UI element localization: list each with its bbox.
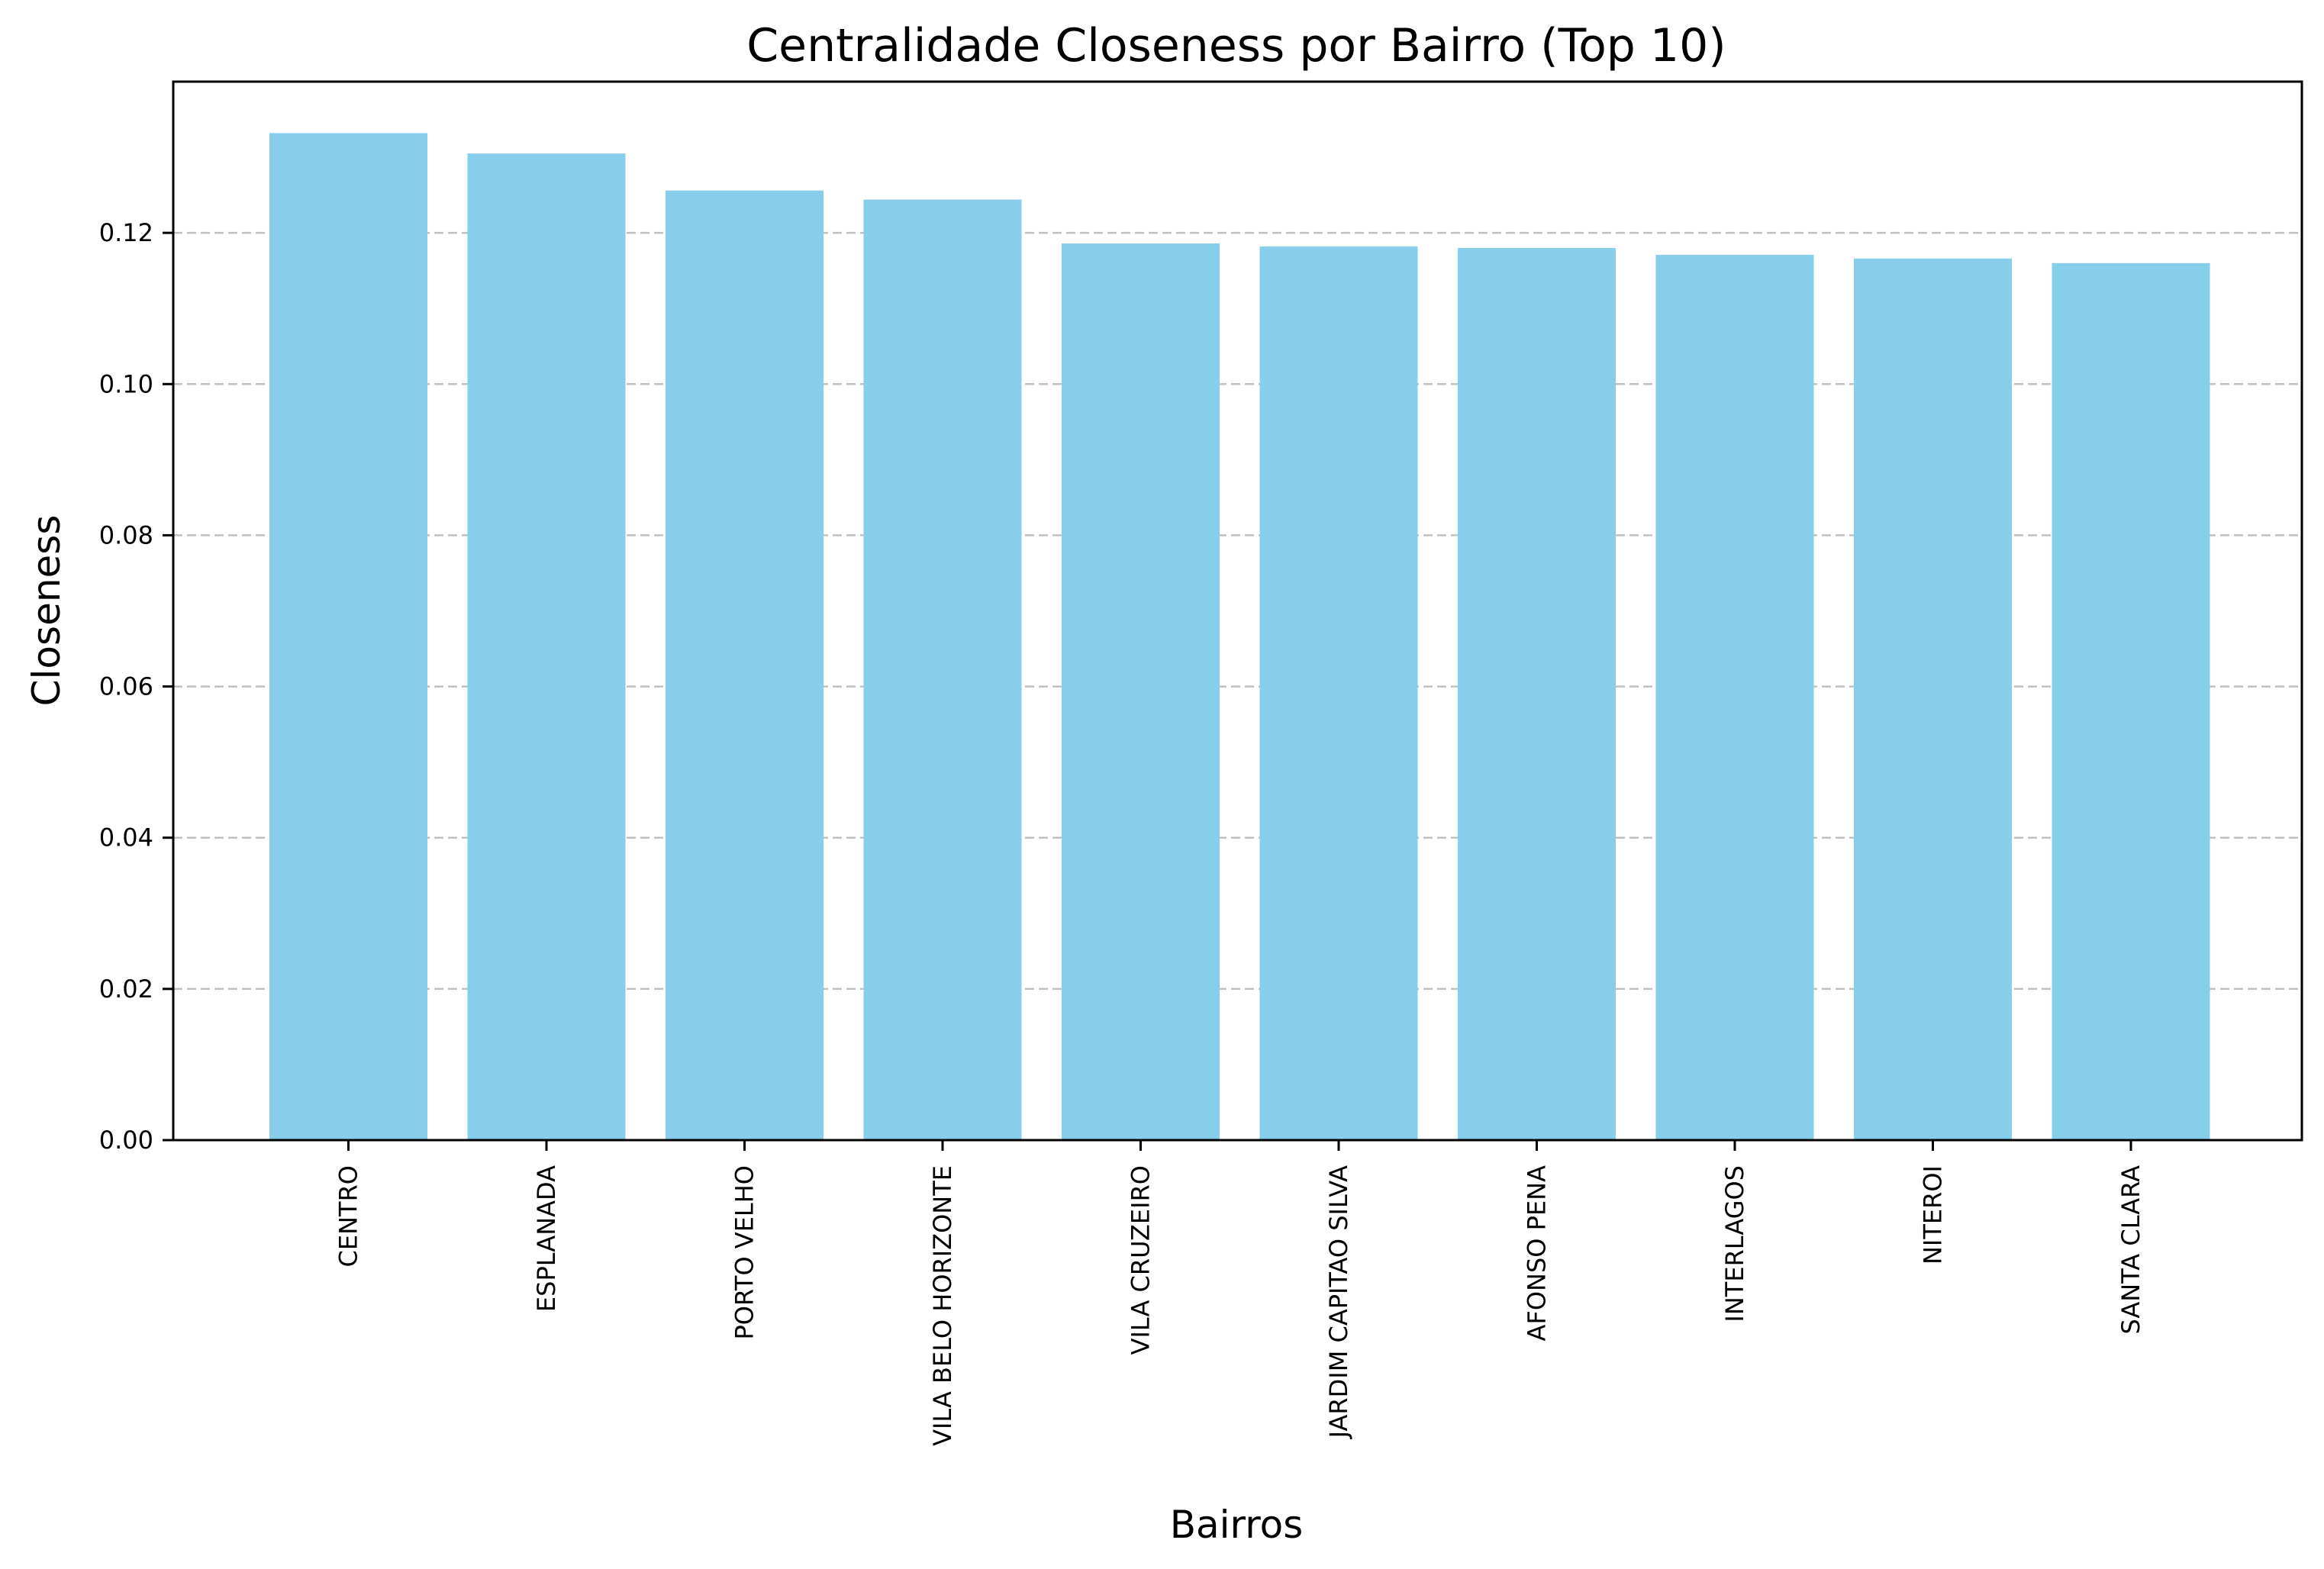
- chart-title: Centralidade Closeness por Bairro (Top 1…: [746, 19, 1726, 72]
- y-tick-label: 0.12: [99, 218, 153, 247]
- bar-porto-velho: [666, 190, 824, 1141]
- plot-frame: [172, 80, 2303, 1142]
- x-axis: CENTRO ESPLANADA PORTO VELHO VILA BELO HORI…: [334, 1140, 2145, 1446]
- y-tick-label: 0.10: [99, 369, 153, 398]
- y-tick-label: 0.08: [99, 520, 153, 549]
- bar-jardim-capitao-silva: [1259, 246, 1418, 1140]
- x-tick-label: NITEROI: [1919, 1165, 1948, 1265]
- bars: [269, 133, 2210, 1141]
- y-tick-label: 0.06: [99, 672, 153, 701]
- bar-santa-clara: [2052, 263, 2210, 1140]
- bar-esplanada: [467, 153, 626, 1140]
- x-tick-label: AFONSO PENA: [1523, 1165, 1552, 1342]
- bar-vila-belo-horizonte: [863, 199, 1022, 1141]
- x-tick-label: PORTO VELHO: [730, 1165, 759, 1339]
- x-tick-label: VILA CRUZEIRO: [1127, 1165, 1156, 1355]
- y-tick-label: 0.02: [99, 975, 153, 1004]
- x-tick-label: VILA BELO HORIZONTE: [928, 1165, 957, 1446]
- x-tick-label: INTERLAGOS: [1720, 1165, 1749, 1323]
- x-tick-label: JARDIM CAPITAO SILVA: [1324, 1165, 1353, 1439]
- bar-centro: [269, 133, 427, 1141]
- x-tick-label: SANTA CLARA: [2116, 1165, 2145, 1335]
- y-tick-label: 0.00: [99, 1126, 153, 1155]
- bar-afonso-pena: [1458, 247, 1616, 1140]
- bar-interlagos: [1655, 254, 1814, 1141]
- y-axis-label: Closeness: [24, 515, 69, 707]
- y-tick-label: 0.04: [99, 823, 153, 852]
- x-tick-label: CENTRO: [334, 1165, 363, 1267]
- y-axis: 0.00 0.02 0.04 0.06 0.08 0.10 0.12: [99, 218, 173, 1155]
- bar-vila-cruzeiro: [1062, 243, 1220, 1141]
- x-tick-label: ESPLANADA: [532, 1165, 561, 1312]
- x-axis-label: Bairros: [1170, 1503, 1304, 1547]
- bar-niteroi: [1854, 258, 2012, 1140]
